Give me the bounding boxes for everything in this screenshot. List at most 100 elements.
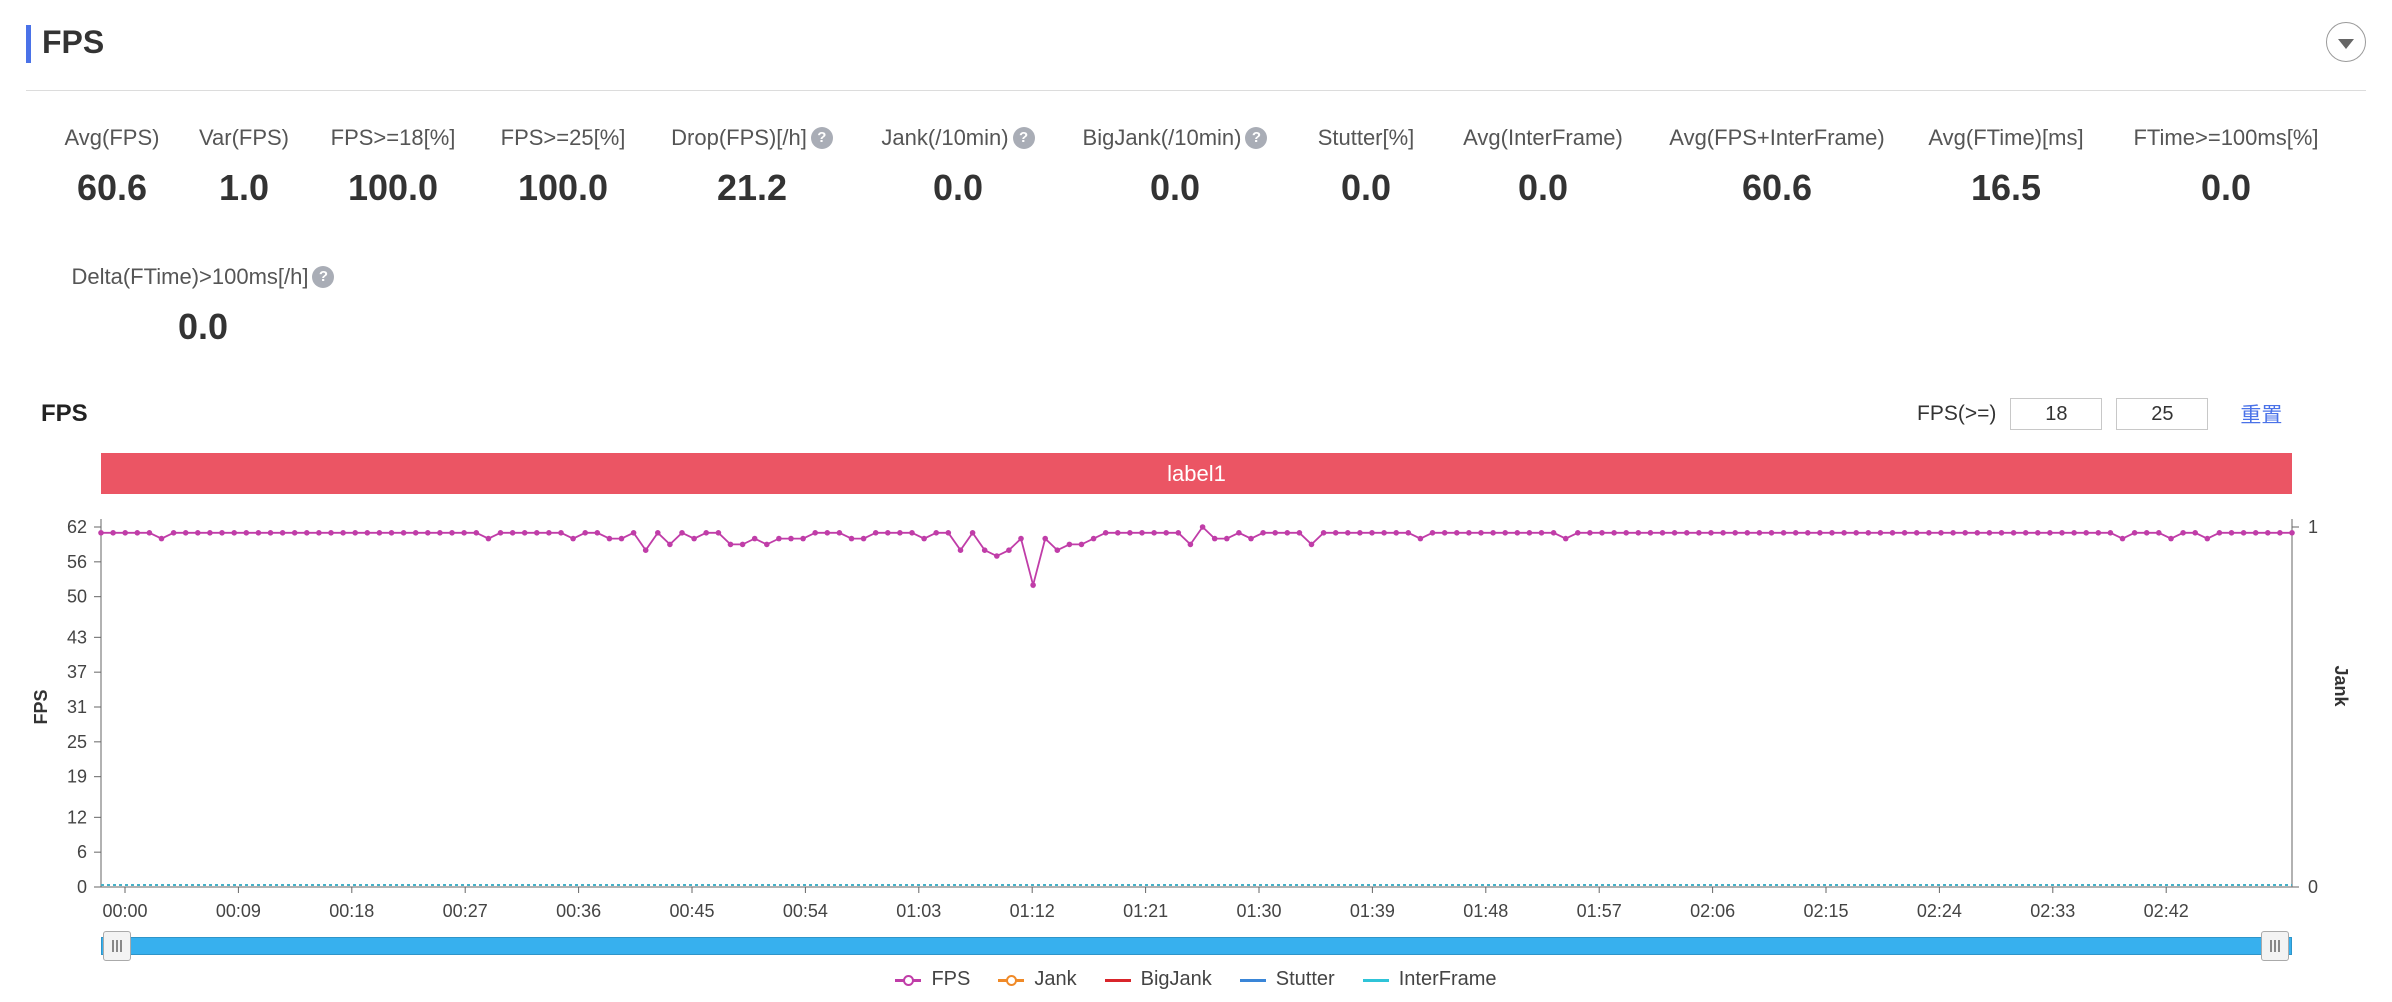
fps-point <box>2228 530 2235 536</box>
fps-point <box>1090 535 1097 542</box>
metric-value: 100.0 <box>517 167 609 208</box>
metric-card: Avg(FTime)[ms] 16.5 <box>1826 125 2186 209</box>
fps-point <box>1454 530 1460 536</box>
fps-point <box>1466 530 1472 536</box>
fps-point <box>1744 530 1751 536</box>
metric-label-text: Drop(FPS)[/h] <box>671 125 807 150</box>
fps-point <box>267 530 274 536</box>
fps-point <box>412 530 419 536</box>
metric-value: 100.0 <box>347 167 439 208</box>
legend-swatch <box>895 974 922 986</box>
metric-label: FTime>=100ms[%] <box>2046 125 2392 151</box>
fps-point <box>1224 535 1230 542</box>
legend-item-jank[interactable]: Jank <box>998 968 1077 991</box>
fps-point <box>897 530 903 536</box>
x-tick-label: 02:24 <box>1917 901 1962 921</box>
fps-point <box>219 530 225 536</box>
help-icon[interactable]: ? <box>1012 127 1035 149</box>
fps-point <box>2289 530 2295 536</box>
fps-point <box>1853 530 1859 536</box>
legend-swatch <box>1362 974 1389 986</box>
fps-point <box>800 535 806 542</box>
metric-label: Delta(FTime)>100ms[/h]? <box>23 264 383 290</box>
fps-point <box>1974 530 1981 536</box>
fps-point <box>836 530 843 536</box>
fps-point <box>1756 530 1763 536</box>
fps-point <box>1913 530 1920 536</box>
threshold-high-input[interactable] <box>2116 398 2209 430</box>
legend-item-interframe[interactable]: InterFrame <box>1362 968 1497 991</box>
metric-card: Delta(FTime)>100ms[/h]? 0.0 <box>23 264 383 348</box>
metric-label-text: Stutter[%] <box>1317 125 1415 150</box>
fps-point <box>1115 530 1121 536</box>
fps-point <box>304 530 310 536</box>
fps-point <box>400 530 407 536</box>
help-icon[interactable]: ? <box>312 266 335 288</box>
fps-point <box>279 530 286 536</box>
legend-item-stutter[interactable]: Stutter <box>1239 968 1335 991</box>
fps-point <box>582 530 588 536</box>
fps-point <box>2010 530 2017 536</box>
fps-point <box>1175 530 1182 536</box>
legend-swatch-marker <box>1006 974 1018 986</box>
y-axis-title: FPS <box>31 689 51 724</box>
fps-point <box>558 530 564 536</box>
fps-point <box>1720 530 1726 536</box>
metric-label: Drop(FPS)[/h]? <box>572 125 932 151</box>
fps-point <box>1805 530 1811 536</box>
fps-point <box>1865 530 1872 536</box>
slider-handle-left[interactable] <box>103 931 131 961</box>
help-icon[interactable]: ? <box>810 127 833 149</box>
fps-point <box>2180 530 2186 536</box>
x-tick-label: 01:03 <box>896 901 941 921</box>
fps-point <box>1357 530 1363 536</box>
fps-point <box>1211 535 1218 542</box>
fps-point <box>1332 530 1339 536</box>
fps-point <box>1296 530 1303 536</box>
fps-point <box>1950 530 1956 536</box>
chevron-down-icon <box>2338 38 2354 49</box>
fps-point <box>449 530 455 536</box>
fps-point <box>158 535 165 542</box>
slider-handle-right[interactable] <box>2261 931 2289 961</box>
fps-point <box>570 535 576 542</box>
legend-item-fps[interactable]: FPS <box>895 968 970 991</box>
fps-point <box>1260 530 1266 536</box>
timeline-slider-track[interactable] <box>101 937 2292 955</box>
fps-point <box>461 530 467 536</box>
fps-point <box>1490 530 1496 536</box>
metric-label-text: BigJank(/10min) <box>1082 125 1242 150</box>
help-icon[interactable]: ? <box>1245 127 1268 149</box>
reset-link[interactable]: 重置 <box>2240 404 2283 427</box>
fps-point <box>485 535 492 542</box>
fps-point <box>1381 530 1387 536</box>
x-tick-label: 02:15 <box>1803 901 1848 921</box>
fps-point <box>1623 530 1629 536</box>
fps-point <box>715 530 722 536</box>
fps-point <box>727 541 734 548</box>
fps-point <box>1478 530 1484 536</box>
threshold-low-input[interactable] <box>2010 398 2103 430</box>
fps-point <box>1102 530 1109 536</box>
fps-point <box>425 530 431 536</box>
y-tick-label: 12 <box>67 807 87 827</box>
legend-item-bigjank[interactable]: BigJank <box>1104 968 1212 991</box>
fps-point <box>473 530 480 536</box>
fps-point <box>1320 530 1327 536</box>
fps-point <box>909 530 915 536</box>
fps-point <box>2156 530 2162 536</box>
fps-point <box>1792 530 1799 536</box>
fps-point <box>1877 530 1884 536</box>
fps-point <box>521 530 528 536</box>
fps-point <box>1575 530 1581 536</box>
fps-point <box>1901 530 1908 536</box>
fps-point <box>1889 530 1896 536</box>
metric-card: FPS>=18[%] 100.0 <box>213 125 573 209</box>
label-band[interactable]: label1 <box>101 453 2292 494</box>
x-tick-label: 00:36 <box>556 901 601 921</box>
fps-point <box>2240 530 2247 536</box>
fps-point <box>1841 530 1847 536</box>
collapse-toggle-button[interactable] <box>2326 22 2366 62</box>
metric-label-text: Delta(FTime)>100ms[/h] <box>71 264 309 289</box>
metric-label-text: FPS>=18[%] <box>330 125 456 150</box>
